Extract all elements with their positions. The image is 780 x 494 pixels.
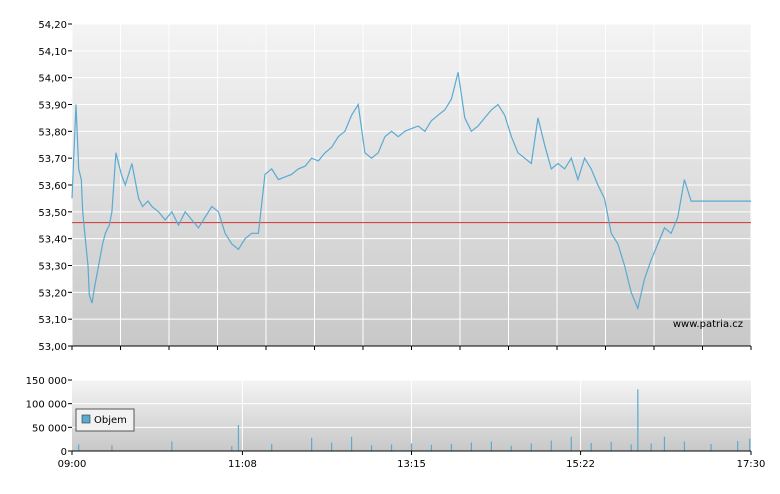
price-y-tick-label: 54,10 [38,47,67,58]
legend: Objem [75,408,135,432]
price-y-axis: 54,20 54,10 54,00 53,90 53,80 53,70 53,60 53,50… [38,20,72,353]
volume-bar [650,443,652,451]
volume-bar [683,441,686,451]
volume-bar [610,442,612,451]
volume-x-tick-label: 15:22 [566,459,595,470]
volume-bar [530,443,532,451]
volume-y-tick-label: 50 000 [32,423,67,434]
volume-bar [590,442,592,451]
price-y-tick-label: 53,20 [38,288,67,299]
price-y-tick-label: 53,90 [38,101,67,112]
price-y-tick-label: 53,30 [38,262,67,273]
volume-bar [271,443,273,451]
price-y-tick-label: 53,50 [38,208,67,219]
volume-bar [490,441,492,451]
volume-y-tick-label: 100 000 [26,400,67,411]
volume-bar [430,444,433,451]
price-x-ticks [71,346,752,350]
volume-bar [737,441,739,451]
volume-bar [390,444,393,451]
price-y-tick-label: 53,70 [38,154,67,165]
legend-swatch [81,414,91,424]
volume-bar [78,444,80,451]
price-series-line [71,72,751,311]
volume-bar [231,446,233,451]
watermark: www.patria.cz [673,319,743,330]
volume-y-axis: 150 000 100 000 50 000 0 [26,376,72,458]
volume-bar [510,445,512,451]
price-panel: 54,20 54,10 54,00 53,90 53,80 53,70 53,60 53,50… [38,20,752,353]
volume-bar [663,436,666,451]
volume-bar [749,438,751,451]
volume-bar [630,444,632,451]
price-y-tick-label: 53,60 [38,181,67,192]
volume-bar [331,442,333,451]
volume-bar [111,445,113,451]
price-y-tick-label: 54,20 [38,20,67,31]
volume-x-tick-label: 17:30 [737,459,766,470]
volume-y-tick-label: 150 000 [26,376,67,387]
volume-bar [637,389,639,451]
price-y-tick-label: 53,10 [38,315,67,326]
volume-x-ticks: 09:00 11:08 13:15 15:22 17:30 [58,451,766,470]
volume-x-tick-label: 09:00 [58,459,87,470]
price-y-tick-label: 53,40 [38,235,67,246]
volume-bars [78,389,751,451]
volume-bar [237,424,240,451]
volume-bar [710,443,712,451]
legend-label: Objem [94,415,127,426]
volume-x-tick-label: 11:08 [228,459,257,470]
volume-bar [171,441,173,451]
volume-bar [311,437,313,451]
volume-bar [470,442,473,451]
price-y-tick-label: 54,00 [38,74,67,85]
volume-bar [570,436,572,451]
volume-bar [550,440,552,451]
volume-bar [350,436,353,451]
volume-bar [410,443,413,451]
price-y-tick-label: 53,00 [38,342,67,353]
volume-panel: 150 000 100 000 50 000 0 09:00 11:08 13:15 15:… [26,376,766,470]
price-y-tick-label: 53,80 [38,127,67,138]
volume-y-tick-label: 0 [61,447,67,458]
legend-box [75,408,135,432]
volume-x-tick-label: 13:15 [397,459,426,470]
volume-bar [370,445,373,451]
volume-bar [450,443,453,451]
